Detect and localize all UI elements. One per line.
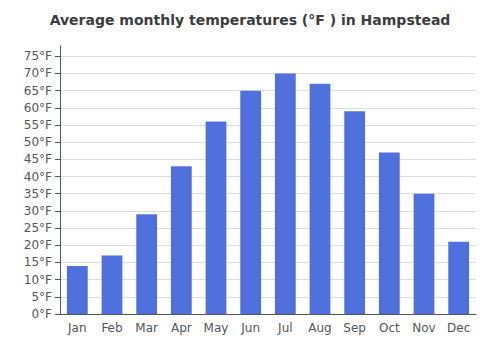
svg-text:Jun: Jun: [240, 321, 260, 335]
svg-text:Apr: Apr: [171, 321, 192, 335]
svg-text:55°F: 55°F: [24, 118, 52, 132]
svg-text:Average monthly temperatures (: Average monthly temperatures (°F ) in Ha…: [50, 12, 451, 28]
svg-text:45°F: 45°F: [24, 152, 52, 166]
svg-text:Mar: Mar: [135, 321, 158, 335]
svg-text:May: May: [204, 321, 229, 335]
svg-text:20°F: 20°F: [24, 238, 52, 252]
svg-text:0°F: 0°F: [31, 307, 52, 321]
svg-text:65°F: 65°F: [24, 84, 52, 98]
svg-text:30°F: 30°F: [24, 204, 52, 218]
svg-text:35°F: 35°F: [24, 187, 52, 201]
svg-text:Dec: Dec: [447, 321, 470, 335]
svg-text:70°F: 70°F: [24, 66, 52, 80]
svg-text:Sep: Sep: [343, 321, 366, 335]
svg-text:10°F: 10°F: [24, 273, 52, 287]
svg-text:40°F: 40°F: [24, 170, 52, 184]
svg-text:15°F: 15°F: [24, 255, 52, 269]
svg-text:Aug: Aug: [308, 321, 331, 335]
svg-text:5°F: 5°F: [31, 290, 52, 304]
svg-text:75°F: 75°F: [24, 49, 52, 63]
svg-text:Nov: Nov: [412, 321, 435, 335]
svg-text:25°F: 25°F: [24, 221, 52, 235]
svg-text:60°F: 60°F: [24, 101, 52, 115]
svg-text:Jan: Jan: [67, 321, 87, 335]
svg-text:50°F: 50°F: [24, 135, 52, 149]
svg-text:Oct: Oct: [379, 321, 400, 335]
svg-text:Feb: Feb: [101, 321, 122, 335]
svg-text:Jul: Jul: [277, 321, 292, 335]
